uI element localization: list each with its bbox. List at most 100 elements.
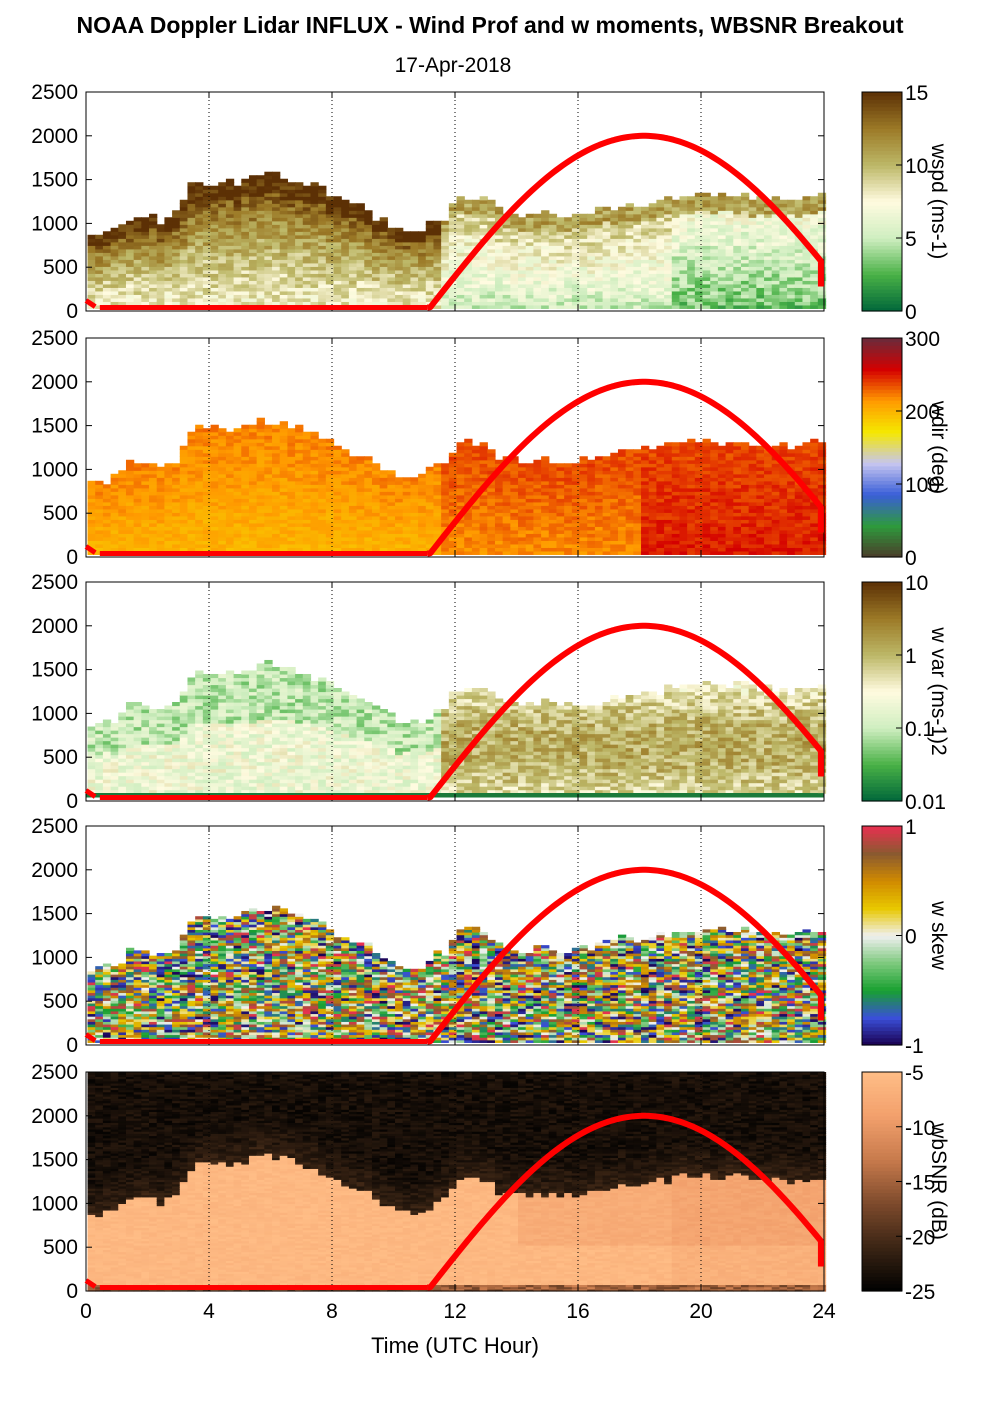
heat-cell xyxy=(656,280,665,285)
heat-cell xyxy=(210,269,219,274)
heat-cell xyxy=(456,484,465,489)
heat-cell xyxy=(487,269,496,274)
heat-cell xyxy=(287,301,296,306)
heat-cell xyxy=(725,276,734,281)
heat-cell xyxy=(95,273,104,278)
heat-cell xyxy=(671,234,681,239)
heat-cell xyxy=(610,301,619,306)
heat-cell xyxy=(633,287,642,292)
heat-cell xyxy=(133,466,142,471)
heat-cell xyxy=(348,466,358,471)
heat-cell xyxy=(687,297,696,302)
heat-cell xyxy=(272,522,281,527)
heat-cell xyxy=(341,487,350,492)
heat-cell xyxy=(333,473,342,478)
heat-cell xyxy=(202,526,212,531)
heat-cell xyxy=(725,224,734,229)
heat-cell xyxy=(272,459,281,464)
heat-cell xyxy=(248,438,258,443)
heat-cell xyxy=(510,470,519,475)
heat-cell xyxy=(179,245,189,250)
heat-cell xyxy=(133,484,142,489)
heat-cell xyxy=(694,213,704,218)
heat-cell xyxy=(702,294,711,299)
heat-cell xyxy=(487,283,496,288)
heat-cell xyxy=(479,459,488,464)
colorbar-tick-label: 5 xyxy=(905,228,917,251)
heat-cell xyxy=(748,287,757,292)
heat-cell xyxy=(441,255,450,260)
heat-cell xyxy=(133,252,142,257)
heat-cell xyxy=(610,484,619,489)
heat-cell xyxy=(256,547,265,552)
heat-cell xyxy=(318,519,327,524)
heat-cell xyxy=(233,280,242,285)
heat-cell xyxy=(287,442,296,447)
heat-cell xyxy=(333,484,342,489)
heat-cell xyxy=(579,498,588,503)
heat-cell xyxy=(579,294,588,299)
heat-cell xyxy=(218,192,227,197)
heat-cell xyxy=(587,294,596,299)
heat-cell xyxy=(764,252,773,257)
heat-cell xyxy=(425,466,435,471)
heat-cell xyxy=(533,477,542,482)
heat-cell xyxy=(625,255,634,260)
heat-cell xyxy=(817,238,827,243)
heat-cell xyxy=(118,470,127,475)
heat-cell xyxy=(333,540,342,545)
heat-cell xyxy=(617,283,627,288)
heat-cell xyxy=(764,287,773,292)
heat-cell xyxy=(548,301,558,306)
heat-cell xyxy=(179,512,189,517)
heat-cell xyxy=(264,238,273,243)
heat-cell xyxy=(325,297,335,302)
heat-cell xyxy=(379,255,388,260)
heat-cell xyxy=(502,238,511,243)
heat-cell xyxy=(464,283,473,288)
heat-cell xyxy=(333,206,342,211)
heat-cell xyxy=(195,456,204,461)
heat-cell xyxy=(756,262,765,267)
heat-cell xyxy=(679,304,688,309)
heat-cell xyxy=(633,276,642,281)
heat-cell xyxy=(471,234,481,239)
heat-cell xyxy=(348,262,358,267)
heat-cell xyxy=(487,543,496,548)
heat-cell xyxy=(794,241,804,246)
heat-cell xyxy=(740,290,750,295)
heat-cell xyxy=(287,182,296,187)
heat-cell xyxy=(233,428,242,433)
heat-cell xyxy=(541,287,550,292)
heat-cell xyxy=(133,473,142,478)
heat-cell xyxy=(602,283,611,288)
heat-cell xyxy=(264,459,273,464)
heat-cell xyxy=(487,220,496,225)
heat-cell xyxy=(617,238,627,243)
heat-cell xyxy=(533,227,542,232)
heat-cell xyxy=(518,505,527,510)
heat-cell xyxy=(787,199,796,204)
heat-cell xyxy=(102,259,112,264)
heat-cell xyxy=(141,269,150,274)
heat-cell xyxy=(233,255,242,260)
heat-cell xyxy=(694,227,704,232)
heat-cell xyxy=(571,304,581,309)
heat-cell xyxy=(172,287,181,292)
heat-cell xyxy=(164,273,173,278)
heat-cell xyxy=(579,269,588,274)
heat-cell xyxy=(471,220,481,225)
heat-cell xyxy=(725,266,734,271)
heat-cell xyxy=(272,477,281,482)
colorbar-step xyxy=(862,205,902,210)
heat-cell xyxy=(648,269,658,274)
heat-cell xyxy=(379,505,388,510)
heat-cell xyxy=(272,466,281,471)
heat-cell xyxy=(641,206,650,211)
heat-cell xyxy=(371,501,381,506)
heat-cell xyxy=(333,536,342,541)
heat-cell xyxy=(664,196,673,201)
heat-cell xyxy=(133,273,142,278)
heat-cell xyxy=(87,501,96,506)
heat-cell xyxy=(325,498,335,503)
